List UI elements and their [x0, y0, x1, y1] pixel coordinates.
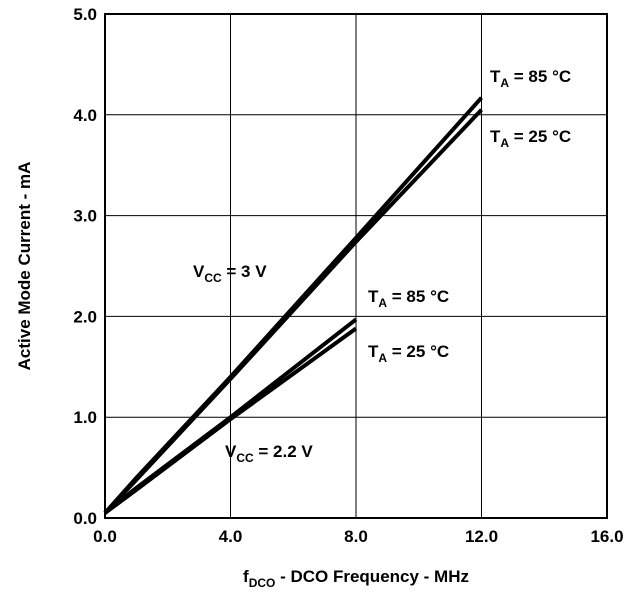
y-tick-label-2: 2.0	[73, 307, 97, 326]
y-tick-label-0: 0.0	[73, 509, 97, 528]
x-tick-label-4: 16.0	[590, 527, 623, 546]
x-tick-label-2: 8.0	[344, 527, 368, 546]
annotation-vcc-3v: VCC = 3 V	[193, 262, 267, 285]
y-tick-label-3: 3.0	[73, 207, 97, 226]
series-line-3	[103, 326, 358, 515]
y-axis-title: Active Mode Current - mA	[15, 162, 34, 371]
series-group	[103, 96, 483, 515]
x-tick-labels: 0.0 4.0 8.0 12.0 16.0	[93, 527, 623, 546]
y-tick-label-4: 4.0	[73, 106, 97, 125]
annotation-ta-85-upper: TA = 85 °C	[490, 67, 571, 90]
x-tick-label-0: 0.0	[93, 527, 117, 546]
annotation-ta-25-upper: TA = 25 °C	[490, 127, 571, 150]
x-tick-label-1: 4.0	[219, 527, 243, 546]
annotation-vcc-2-2v: VCC = 2.2 V	[225, 442, 313, 465]
x-tick-label-3: 12.0	[465, 527, 498, 546]
x-axis-title: fDCO - DCO Frequency - MHz	[243, 567, 469, 590]
y-tick-label-1: 1.0	[73, 408, 97, 427]
grid-lines	[105, 14, 607, 518]
y-tick-label-5: 5.0	[73, 5, 97, 24]
plot-frame	[104, 13, 608, 519]
annotation-ta-25-lower: TA = 25 °C	[368, 342, 449, 365]
y-tick-labels: 0.0 1.0 2.0 3.0 4.0 5.0	[73, 5, 97, 528]
annotation-ta-85-lower: TA = 85 °C	[368, 287, 449, 310]
series-line-1	[103, 108, 483, 515]
